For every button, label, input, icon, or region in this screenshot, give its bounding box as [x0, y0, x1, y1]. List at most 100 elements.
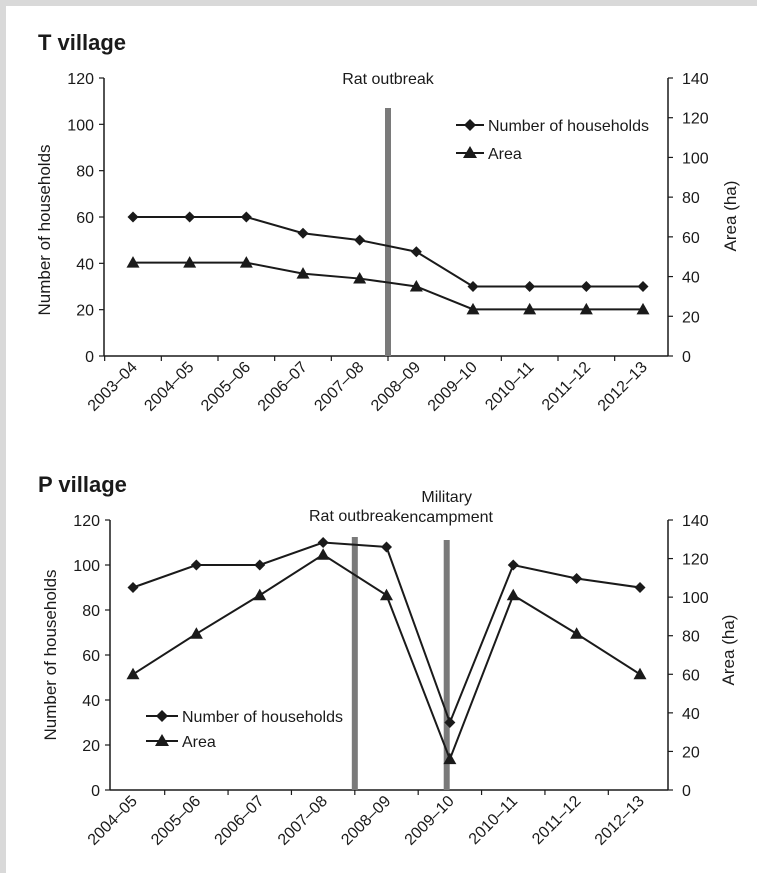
- annotations: Rat outbreak Military encampment: [309, 489, 494, 790]
- y-tick-label: 20: [76, 303, 94, 320]
- data-point-area: [189, 627, 203, 639]
- data-point-households: [524, 281, 536, 292]
- x-tick-label: 2005–06: [148, 793, 204, 849]
- x-tick-label: 2004–05: [141, 359, 197, 415]
- data-point-area: [633, 667, 647, 680]
- event-marker-bar: [351, 537, 358, 790]
- data-point-households: [317, 537, 329, 548]
- data-point-households: [127, 582, 139, 593]
- y2-tick-label: 60: [682, 667, 700, 684]
- data-point-households: [254, 559, 266, 571]
- data-point-households: [580, 281, 592, 292]
- plot-series: [126, 211, 650, 315]
- y2-tick-label: 60: [682, 230, 700, 247]
- event-label: Military: [421, 489, 472, 506]
- annotations: Rat outbreak: [342, 71, 435, 356]
- y2-tick-label: 80: [682, 190, 700, 207]
- x-tick-label: 2008–09: [368, 359, 424, 415]
- legend: Number of households Area: [146, 709, 343, 751]
- data-point-households: [507, 559, 519, 571]
- y-tick-label: 20: [82, 738, 100, 755]
- legend-diamond-marker: [156, 710, 168, 722]
- y2-tick-label: 40: [682, 270, 700, 287]
- x-tick-label: 2009–10: [425, 359, 481, 415]
- series-line-households: [132, 541, 641, 726]
- y-tick-label: 100: [67, 117, 94, 134]
- data-point-households: [381, 541, 392, 553]
- y-tick-label: 0: [85, 349, 94, 366]
- legend: Number of households Area: [456, 118, 649, 163]
- data-point-area: [636, 302, 650, 315]
- x-tick-label: 2007–08: [275, 793, 331, 849]
- legend-diamond-marker: [464, 119, 476, 131]
- event-label: encampment: [400, 509, 493, 526]
- x-tick-label: 2012–13: [592, 793, 648, 849]
- y2-tick-label: 120: [682, 111, 709, 128]
- x-tick-label: 2012–13: [595, 359, 651, 415]
- axes: 0 20 40 60 80 100 120 0 20 40 60 80 100 120 140 2004–05…: [73, 513, 709, 849]
- x-tick-label: 2011–12: [529, 793, 584, 848]
- legend-label-households: Number of households: [488, 118, 649, 135]
- y-tick-label: 40: [82, 693, 100, 710]
- chart-p-village: P village Number of households Area (ha)…: [38, 472, 738, 849]
- data-point-area: [579, 302, 593, 315]
- data-point-households: [410, 246, 422, 258]
- y2-tick-label: 20: [682, 744, 700, 761]
- y-tick-label: 0: [91, 783, 100, 800]
- y2-tick-label: 100: [682, 590, 709, 607]
- data-point-area: [126, 667, 140, 680]
- data-point-households: [637, 281, 649, 292]
- y2-tick-label: 140: [682, 513, 709, 530]
- data-point-households: [240, 211, 252, 223]
- event-label: Rat outbreak: [342, 71, 435, 88]
- x-tick-label: 2005–06: [198, 359, 254, 415]
- y-tick-label: 60: [76, 210, 94, 227]
- chart-title: P village: [38, 472, 127, 497]
- y2-tick-label: 0: [682, 349, 691, 366]
- data-point-area: [353, 272, 367, 284]
- x-tick-label: 2008–09: [338, 793, 394, 849]
- y-axis-label: Number of households: [35, 144, 54, 315]
- data-point-area: [523, 302, 537, 315]
- x-tick-label: 2004–05: [85, 793, 141, 849]
- event-marker-bar: [443, 540, 450, 790]
- y2-axis-label: Area (ha): [721, 181, 740, 252]
- x-tick-label: 2010–11: [466, 793, 521, 848]
- y2-tick-label: 0: [682, 783, 691, 800]
- y-tick-label: 60: [82, 648, 100, 665]
- data-point-area: [253, 588, 267, 601]
- x-tick-label: 2006–07: [212, 793, 268, 849]
- y-tick-label: 80: [82, 603, 100, 620]
- y2-tick-label: 100: [682, 150, 709, 167]
- y-tick-label: 120: [67, 71, 94, 88]
- chart-t-village: T village Number of households Area (ha)…: [35, 30, 740, 415]
- legend-triangle-marker: [463, 146, 477, 158]
- data-point-households: [467, 281, 479, 292]
- x-tick-label: 2009–10: [402, 793, 458, 849]
- y-tick-label: 80: [76, 164, 94, 181]
- data-point-area: [570, 627, 584, 639]
- data-point-area: [443, 752, 457, 765]
- x-tick-label: 2006–07: [255, 359, 311, 415]
- x-tick-label: 2003–04: [85, 359, 141, 415]
- event-label: Rat outbreak: [309, 508, 402, 525]
- legend-label-area: Area: [488, 146, 522, 163]
- y2-tick-label: 40: [682, 706, 700, 723]
- legend-label-area: Area: [182, 734, 216, 751]
- event-marker-bar: [385, 108, 391, 356]
- data-point-households: [354, 234, 366, 246]
- series-line-households: [133, 216, 643, 288]
- y2-tick-label: 140: [682, 71, 709, 88]
- data-point-households: [571, 573, 583, 584]
- legend-label-households: Number of households: [182, 709, 343, 726]
- x-tick-label: 2011–12: [539, 359, 594, 414]
- chart-title: T village: [38, 30, 126, 55]
- data-point-area: [296, 267, 310, 279]
- data-point-area: [316, 548, 330, 560]
- y2-axis-label: Area (ha): [719, 615, 738, 686]
- data-point-households: [190, 559, 202, 571]
- y2-tick-label: 80: [682, 629, 700, 646]
- data-point-area: [506, 588, 520, 601]
- y2-tick-label: 20: [682, 309, 700, 326]
